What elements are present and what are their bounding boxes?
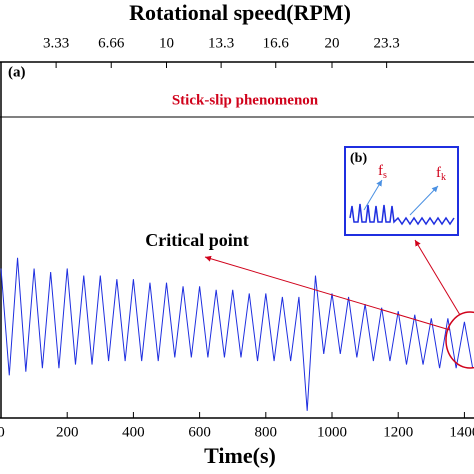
inset-signal	[349, 203, 455, 226]
x-tick-label: 600	[188, 424, 211, 440]
arrow	[363, 179, 383, 211]
x-tick-label: 800	[255, 424, 278, 440]
inset: (b) fs fk	[344, 146, 459, 236]
x-tick-label: 1000	[317, 424, 347, 440]
x-tick-label: 0	[0, 424, 5, 440]
signal-line	[0, 257, 474, 411]
top-tick-label: 3.33	[43, 35, 69, 51]
x-tick-label: 1400	[449, 424, 474, 440]
fs-sub: s	[383, 170, 387, 181]
x-tick-label: 200	[56, 424, 79, 440]
fk-label: fk	[436, 165, 446, 183]
fs-base: f	[378, 163, 383, 179]
top-tick-label: 23.3	[374, 35, 400, 51]
top-tick-label: 10	[159, 35, 174, 51]
arrow	[409, 185, 439, 216]
x-axis-title: Time(s)	[204, 443, 276, 468]
panel-label: (a)	[8, 64, 26, 80]
region-label: Stick-slip phenomenon	[172, 92, 319, 108]
arrow	[414, 239, 461, 316]
plot-area	[0, 257, 474, 411]
top-tick-label: 6.66	[98, 35, 125, 51]
critical-label: Critical point	[145, 230, 249, 250]
fk-sub: k	[441, 172, 446, 183]
x-tick-label: 400	[122, 424, 145, 440]
fk-base: f	[436, 165, 441, 181]
inset-label: (b)	[350, 151, 367, 166]
x-tick-label: 1200	[383, 424, 413, 440]
top-tick-label: 20	[325, 35, 340, 51]
top-axis-title: Rotational speed(RPM)	[129, 0, 351, 25]
fs-label: fs	[378, 163, 387, 181]
top-tick-label: 16.6	[263, 35, 290, 51]
top-tick-label: 13.3	[208, 35, 234, 51]
highlight-circle	[445, 311, 474, 369]
arrow	[204, 255, 451, 331]
